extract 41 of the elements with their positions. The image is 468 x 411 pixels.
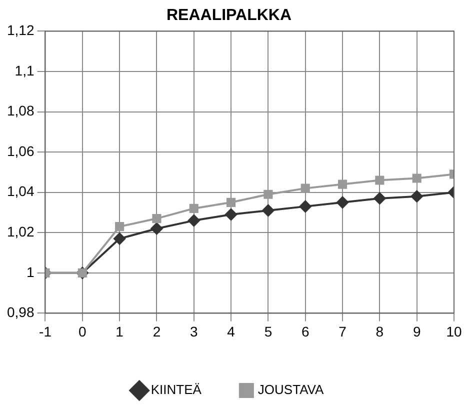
point xyxy=(410,190,423,202)
x-tick-label: 8 xyxy=(376,323,384,340)
point xyxy=(115,222,124,232)
point xyxy=(264,190,273,199)
chart-title: REAALIPALKKA xyxy=(166,7,292,24)
y-tick-label: 1 xyxy=(26,264,34,280)
x-tick-label: 10 xyxy=(446,323,462,340)
x-tick-label: 9 xyxy=(412,323,421,340)
x-tick-label: 0 xyxy=(78,323,87,340)
x-tick-label: 6 xyxy=(301,323,310,340)
y-tick-label: 1,08 xyxy=(7,102,34,119)
point xyxy=(374,192,386,204)
point xyxy=(262,204,274,216)
point xyxy=(375,176,384,185)
point xyxy=(226,198,236,207)
point xyxy=(189,204,198,213)
x-tick-label: 2 xyxy=(152,323,161,340)
x-tick-label: -1 xyxy=(39,323,52,340)
y-tick-label: 1,1 xyxy=(14,62,34,78)
legend-label: JOUSTAVA xyxy=(258,382,324,398)
y-tick-label: 1,12 xyxy=(7,22,34,38)
y-tick-label: 0,98 xyxy=(7,304,34,320)
point xyxy=(152,214,162,224)
x-tick-label: 3 xyxy=(190,323,198,340)
x-tick-label: 7 xyxy=(338,323,347,340)
legend-label: KIINTEÄ xyxy=(150,382,202,398)
point xyxy=(114,232,126,245)
point xyxy=(150,222,163,235)
point xyxy=(300,184,310,193)
x-tick-label: 5 xyxy=(264,323,272,340)
point xyxy=(225,208,238,220)
x-tick-label: 4 xyxy=(227,323,236,340)
x-tick-label: 1 xyxy=(116,323,124,340)
y-tick-label: 1,04 xyxy=(7,183,34,200)
y-tick-label: 1,02 xyxy=(7,223,34,240)
point xyxy=(336,196,349,208)
point xyxy=(299,200,312,212)
point xyxy=(188,214,200,227)
point xyxy=(338,180,348,189)
point xyxy=(412,174,422,183)
y-tick-label: 1,06 xyxy=(7,142,34,159)
